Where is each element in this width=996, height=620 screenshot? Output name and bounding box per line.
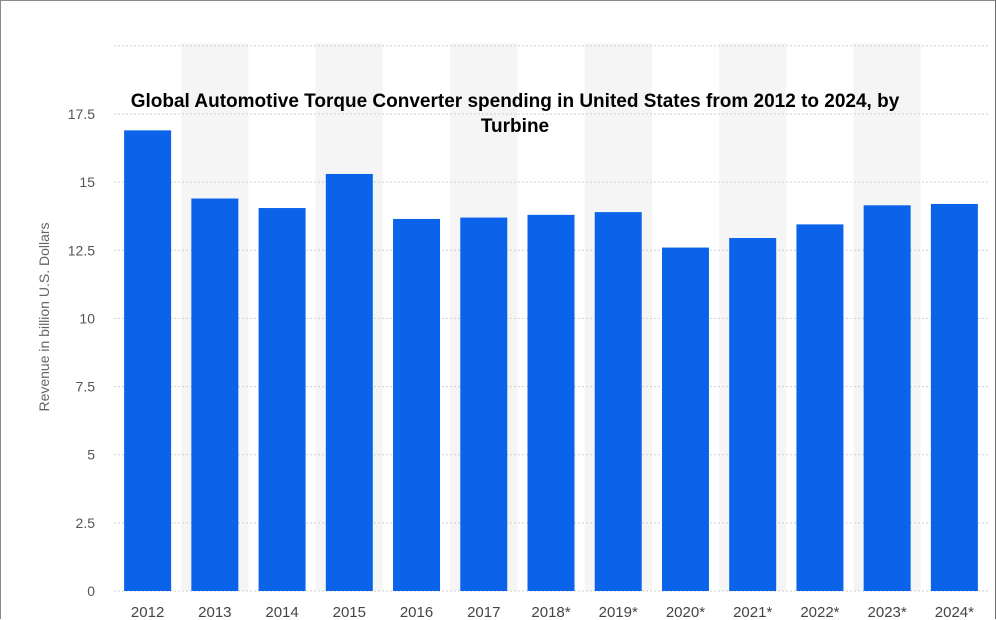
x-tick-label: 2024* bbox=[935, 604, 974, 620]
bar-2012[interactable] bbox=[124, 130, 172, 591]
bar-2018*[interactable] bbox=[527, 214, 575, 591]
y-tick-label: 10 bbox=[79, 310, 95, 326]
bar-2021*[interactable] bbox=[729, 238, 777, 591]
x-tick-label: 2022* bbox=[800, 604, 839, 620]
bar-2014[interactable] bbox=[258, 208, 306, 591]
x-tick-label: 2016 bbox=[400, 604, 433, 620]
bar-2024*[interactable] bbox=[930, 203, 978, 591]
bars bbox=[124, 130, 978, 592]
y-tick-label: 2.5 bbox=[76, 515, 96, 531]
y-axis-label: Revenue in billion U.S. Dollars bbox=[36, 222, 52, 411]
bar-2020*[interactable] bbox=[661, 247, 709, 591]
x-tick-label: 2018* bbox=[531, 604, 570, 620]
bar-2019*[interactable] bbox=[594, 212, 642, 591]
bar-2016[interactable] bbox=[393, 218, 441, 591]
bar-2017[interactable] bbox=[460, 217, 508, 591]
x-tick-label: 2013 bbox=[198, 604, 231, 620]
x-tick-label: 2019* bbox=[599, 604, 638, 620]
x-tick-label: 2015 bbox=[333, 604, 366, 620]
y-tick-label: 0 bbox=[87, 583, 95, 599]
bar-2023*[interactable] bbox=[863, 205, 911, 591]
y-tick-label: 17.5 bbox=[68, 106, 95, 122]
x-tick-label: 2021* bbox=[733, 604, 772, 620]
x-tick-label: 2014 bbox=[265, 604, 298, 620]
y-tick-label: 15 bbox=[79, 174, 95, 190]
x-tick-label: 2017 bbox=[467, 604, 500, 620]
x-tick-label: 2020* bbox=[666, 604, 705, 620]
bar-2013[interactable] bbox=[191, 198, 239, 592]
x-axis-ticks: 2012 2013 2014 2015 2016 2017 2018* 2019* 2020* 2… bbox=[131, 604, 974, 620]
y-tick-label: 5 bbox=[87, 447, 95, 463]
y-tick-label: 7.5 bbox=[76, 379, 96, 395]
x-tick-label: 2012 bbox=[131, 604, 164, 620]
x-tick-label: 2023* bbox=[868, 604, 907, 620]
y-axis-ticks: 0 2.5 5 7.5 10 12.5 15 17.5 bbox=[68, 106, 95, 599]
chart-title-line-2: Turbine bbox=[481, 116, 549, 137]
bar-2022*[interactable] bbox=[796, 224, 844, 592]
y-tick-label: 12.5 bbox=[68, 242, 95, 258]
bar-2015[interactable] bbox=[325, 173, 373, 592]
chart-title-line-1: Global Automotive Torque Converter spend… bbox=[131, 91, 900, 112]
